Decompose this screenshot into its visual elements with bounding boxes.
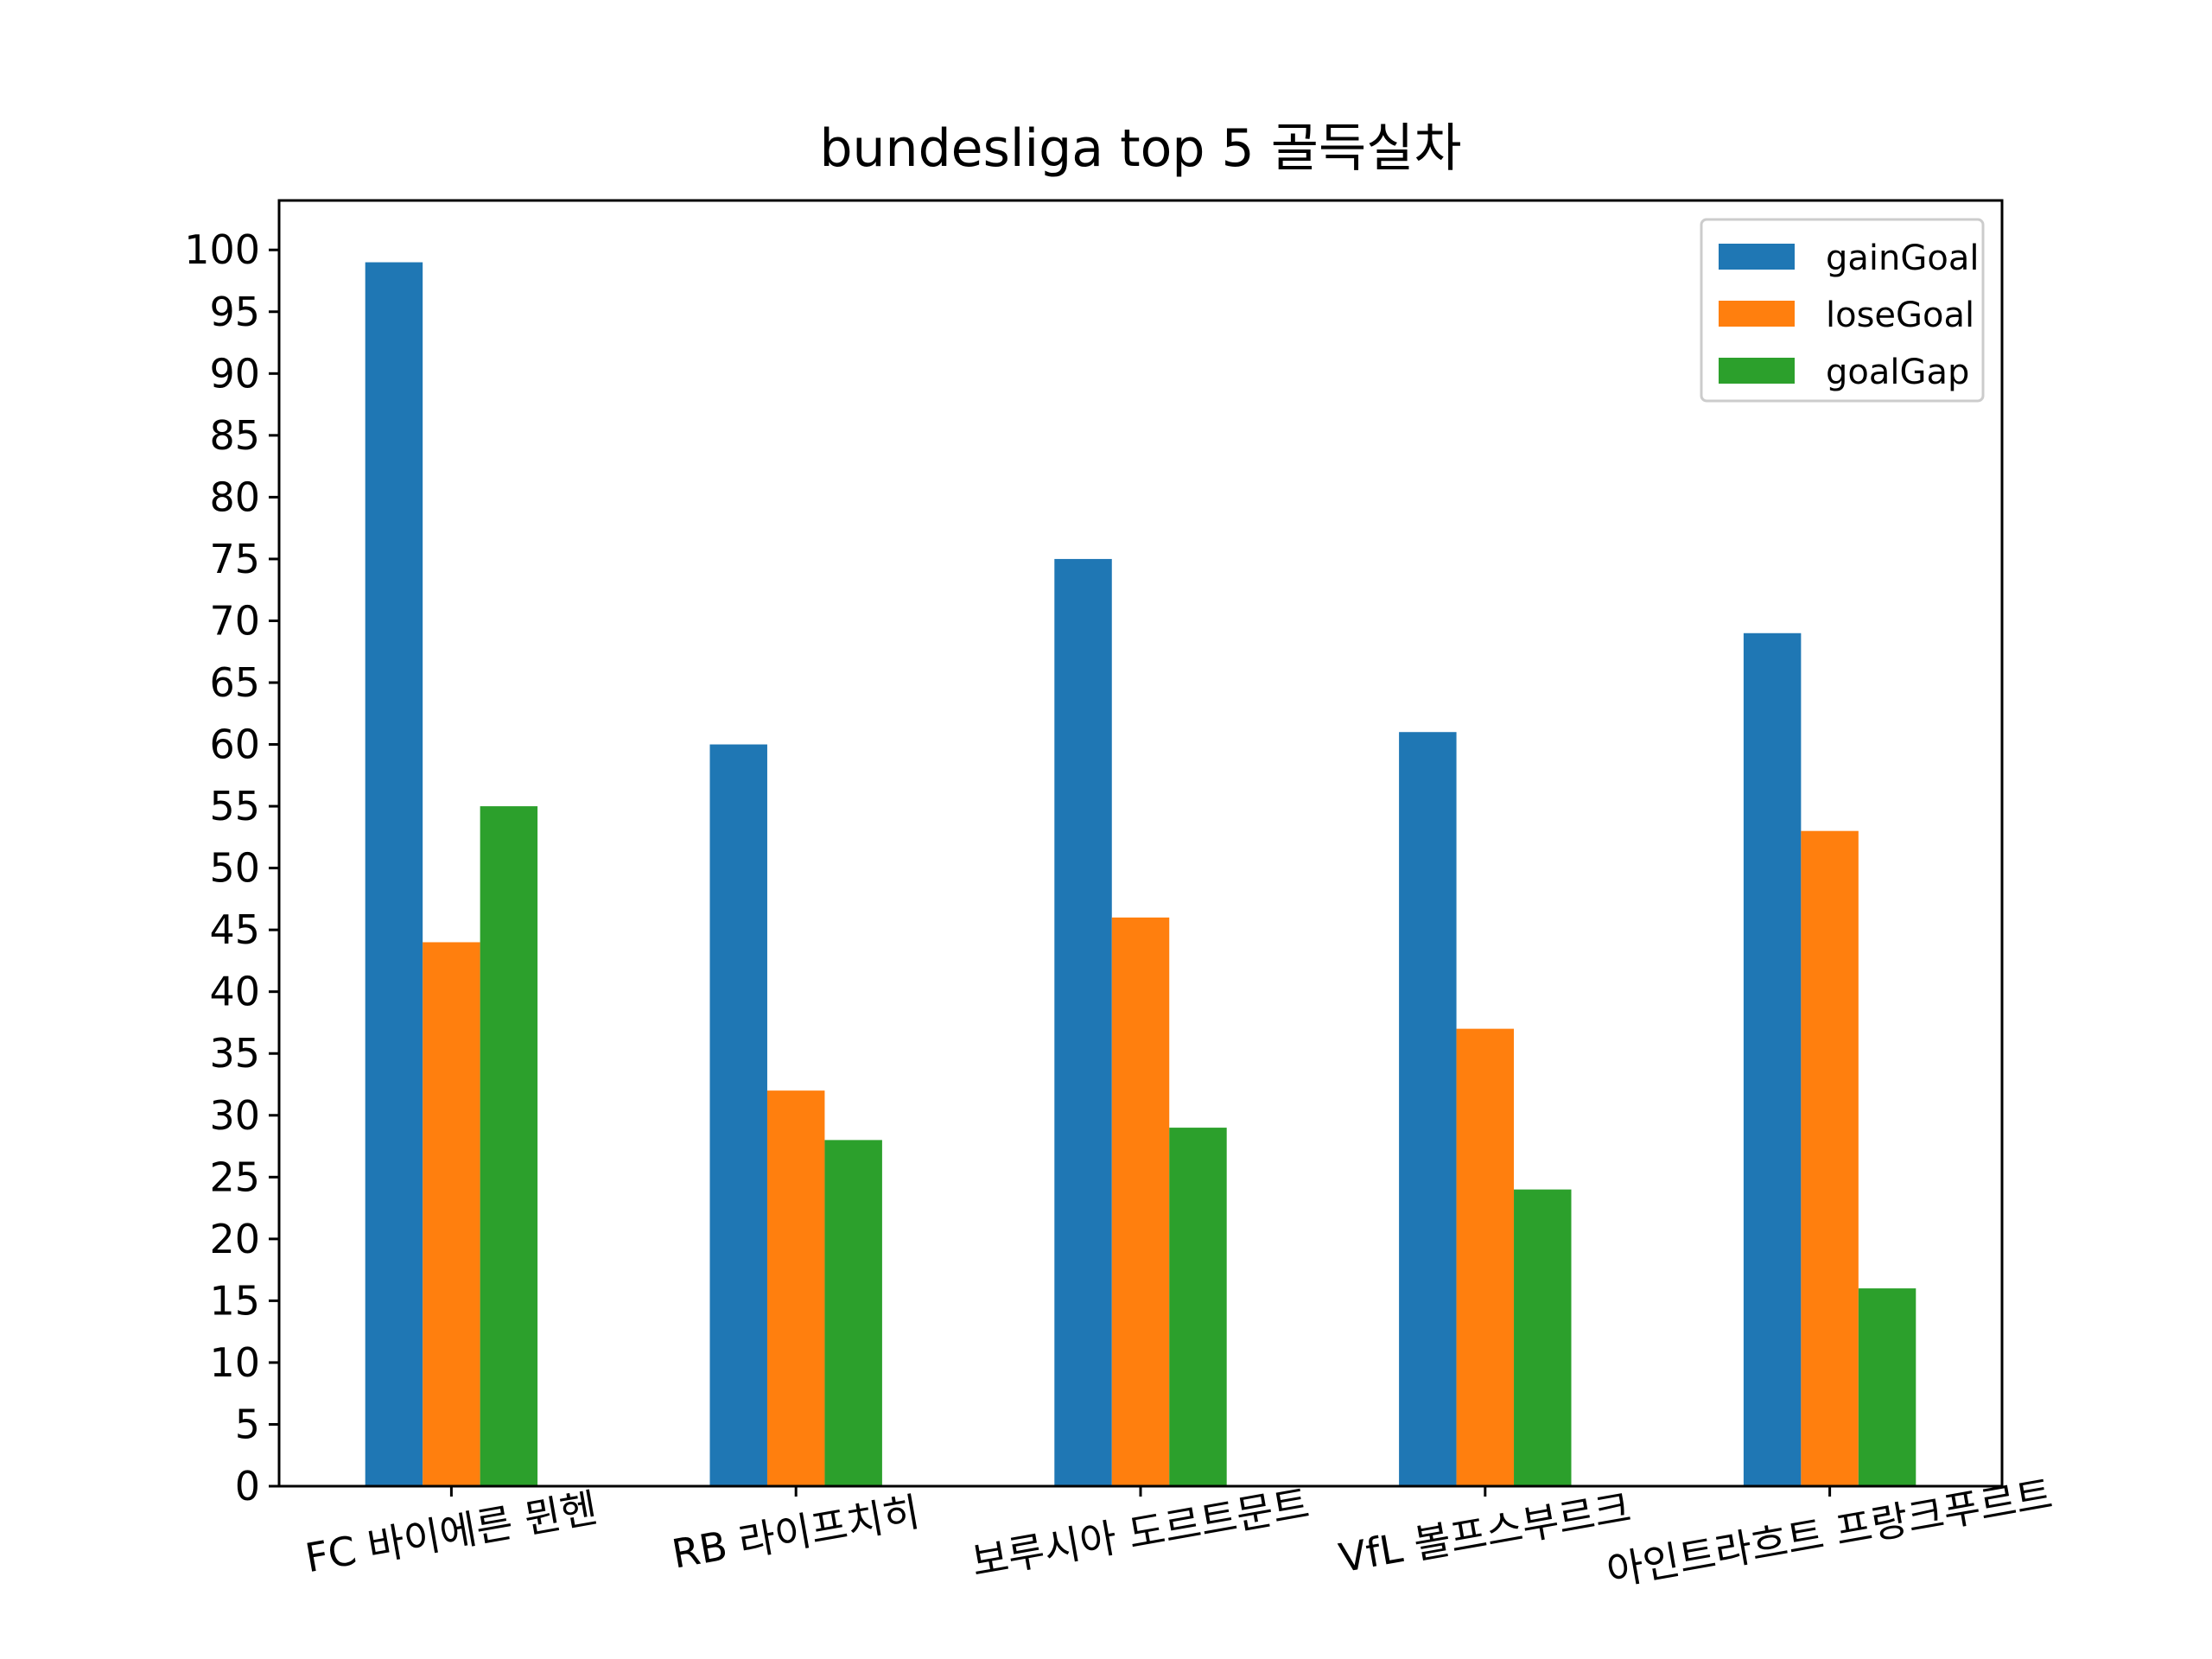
y-tick-label-16: 80 [209, 474, 260, 520]
y-tick-label-5: 25 [209, 1154, 260, 1200]
bar-gainGoal-1 [709, 744, 767, 1486]
bar-gainGoal-3 [1399, 732, 1457, 1486]
bar-gainGoal-2 [1054, 558, 1112, 1486]
bar-gainGoal-4 [1743, 632, 1802, 1486]
y-tick-label-8: 40 [209, 969, 260, 1015]
legend: gainGoal loseGoal goalGap [1700, 218, 1985, 403]
y-tick-label-7: 35 [209, 1030, 260, 1077]
bar-goalGap-0 [480, 806, 538, 1486]
y-tick-label-4: 20 [209, 1216, 260, 1262]
bar-loseGoal-2 [1111, 917, 1170, 1486]
y-tick-label-6: 30 [209, 1092, 260, 1139]
bar-goalGap-4 [1858, 1288, 1916, 1486]
y-axis: 0 5 10 15 20 25 30 35 40 45 50 55 60 65 70 75 80 85 90 95 10… [184, 226, 279, 1510]
y-tick-label-11: 55 [209, 783, 260, 830]
y-tick-label-12: 60 [209, 721, 260, 768]
bars-group [365, 262, 1916, 1486]
y-tick-label-18: 90 [209, 350, 260, 397]
y-tick-label-13: 65 [209, 659, 260, 706]
y-tick-label-1: 5 [235, 1401, 260, 1447]
legend-swatch-loseGoal [1719, 301, 1795, 327]
legend-swatch-goalGap [1719, 358, 1795, 384]
y-tick-label-14: 70 [209, 597, 260, 644]
legend-label-gainGoal: gainGoal [1826, 238, 1979, 278]
bar-goalGap-1 [824, 1140, 882, 1486]
bar-goalGap-2 [1169, 1128, 1227, 1486]
bar-loseGoal-0 [423, 942, 480, 1486]
chart-title: bundesliga top 5 골득실차 [819, 118, 1461, 179]
bar-gainGoal-0 [365, 262, 423, 1486]
y-tick-label-20: 100 [184, 226, 260, 273]
bar-loseGoal-4 [1801, 830, 1859, 1486]
y-tick-label-15: 75 [209, 536, 260, 582]
y-tick-label-19: 95 [209, 289, 260, 335]
bar-goalGap-3 [1514, 1189, 1572, 1486]
bar-loseGoal-3 [1456, 1028, 1515, 1486]
y-tick-label-3: 15 [209, 1277, 260, 1324]
legend-label-goalGap: goalGap [1826, 353, 1969, 392]
bar-loseGoal-1 [766, 1090, 825, 1486]
y-tick-label-9: 45 [209, 906, 260, 953]
legend-label-loseGoal: loseGoal [1826, 296, 1974, 335]
y-tick-label-10: 50 [209, 845, 260, 892]
y-tick-label-0: 0 [235, 1463, 260, 1510]
y-tick-label-2: 10 [209, 1339, 260, 1386]
plot-frame [277, 199, 2004, 1488]
legend-swatch-gainGoal [1719, 244, 1795, 270]
y-tick-label-17: 85 [209, 412, 260, 459]
